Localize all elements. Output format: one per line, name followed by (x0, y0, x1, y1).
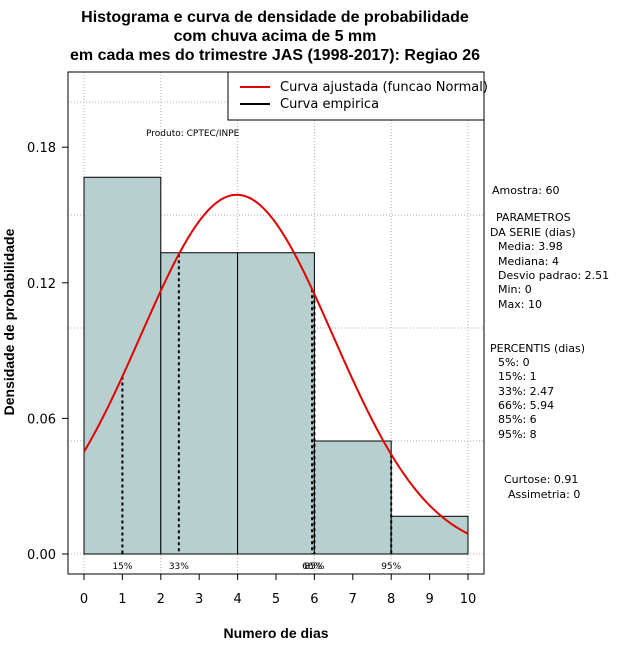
x-tick-label: 4 (233, 592, 241, 607)
chart-title-line-3: em cada mes do trimestre JAS (1998-2017)… (70, 47, 480, 64)
legend-box (227, 71, 485, 121)
histogram-bar (237, 252, 315, 555)
stat-p66: 66%: 5.94 (498, 399, 554, 412)
normal-fit-curve (83, 193, 469, 535)
legend: Curva ajustada (funcao Normal) Curva emp… (227, 71, 488, 121)
legend-normal-label: Curva ajustada (funcao Normal) (280, 80, 488, 95)
x-tick-label: 9 (425, 592, 433, 607)
percentile-label: 15% (112, 562, 132, 572)
percentile-label: 85% (304, 562, 324, 572)
x-tick-label: 1 (118, 592, 126, 607)
x-tick-label: 2 (157, 592, 165, 607)
stat-p15: 15%: 1 (498, 370, 537, 383)
stat-desvio: Desvio padrao: 2.51 (498, 269, 609, 282)
x-tick-label: 5 (272, 592, 280, 607)
x-tick-label: 7 (349, 592, 357, 607)
x-tick-label: 0 (80, 592, 88, 607)
stat-sample: Amostra: 60 (492, 184, 559, 197)
stat-media: Media: 3.98 (498, 240, 563, 253)
stat-p95: 95%: 8 (498, 428, 537, 441)
stat-params-title-2: DA SERIE (dias) (490, 226, 576, 239)
percentile-layer: 15% 33% 66%85% 95% (112, 254, 402, 572)
x-tick-label: 3 (195, 592, 203, 607)
stat-p85: 85%: 6 (498, 413, 537, 426)
stat-params-title-1: PARAMETROS (496, 211, 571, 224)
stat-p5: 5%: 0 (498, 356, 530, 369)
chart-title-line-1: Histograma e curva de densidade de proba… (81, 9, 469, 26)
stat-max: Max: 10 (498, 298, 542, 311)
axis-layer: 0 1 2 3 4 5 6 7 8 9 10 0.00 0.06 0.12 0.18 (27, 141, 476, 607)
y-tick-label: 0.12 (27, 277, 56, 292)
product-label: Produto: CPTEC/INPE (146, 129, 240, 139)
stats-panel: Amostra: 60 PARAMETROS DA SERIE (dias) M… (490, 184, 609, 501)
chart-title-line-2: com chuva acima de 5 mm (174, 28, 377, 45)
stat-percentis-title: PERCENTIS (dias) (490, 342, 585, 355)
y-tick-label: 0.00 (27, 548, 56, 563)
x-tick-label: 8 (387, 592, 395, 607)
percentile-label: 95% (381, 562, 401, 572)
y-tick-label: 0.18 (27, 141, 56, 156)
histogram-bar (160, 252, 239, 555)
histogram-bar (390, 515, 469, 555)
x-axis-title: Numero de dias (223, 625, 328, 641)
x-tick-label: 6 (310, 592, 318, 607)
bars-layer (83, 176, 469, 555)
stat-min: Min: 0 (498, 283, 532, 296)
x-tick-label: 10 (460, 592, 477, 607)
percentile-label: 33% (169, 562, 189, 572)
y-tick-label: 0.06 (27, 412, 56, 427)
stat-assimetria: Assimetria: 0 (508, 488, 580, 501)
stat-p33: 33%: 2.47 (498, 385, 554, 398)
stat-mediana: Mediana: 4 (498, 255, 559, 268)
histogram-bar (313, 440, 392, 555)
legend-empirical-label: Curva empirica (280, 97, 379, 112)
percentile-label: 66% (302, 562, 322, 572)
y-axis-title: Densidade de probabilidade (1, 228, 17, 415)
curve-layer (83, 193, 469, 535)
stat-curtose: Curtose: 0.91 (504, 473, 578, 486)
